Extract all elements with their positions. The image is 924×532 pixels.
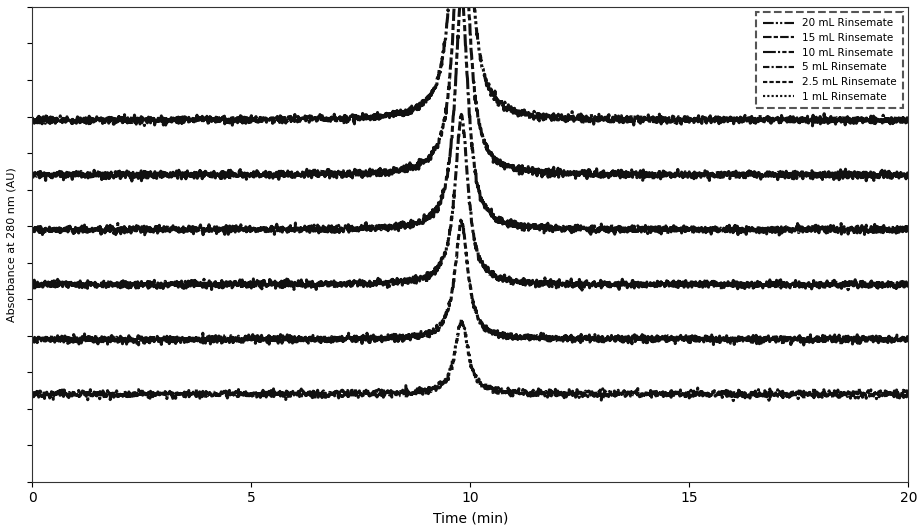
X-axis label: Time (min): Time (min) xyxy=(432,511,508,525)
Y-axis label: Absorbance at 280 nm (AU): Absorbance at 280 nm (AU) xyxy=(7,167,17,322)
Legend: 20 mL Rinsemate, 15 mL Rinsemate, 10 mL Rinsemate, 5 mL Rinsemate, 2.5 mL Rinsem: 20 mL Rinsemate, 15 mL Rinsemate, 10 mL … xyxy=(757,12,903,108)
